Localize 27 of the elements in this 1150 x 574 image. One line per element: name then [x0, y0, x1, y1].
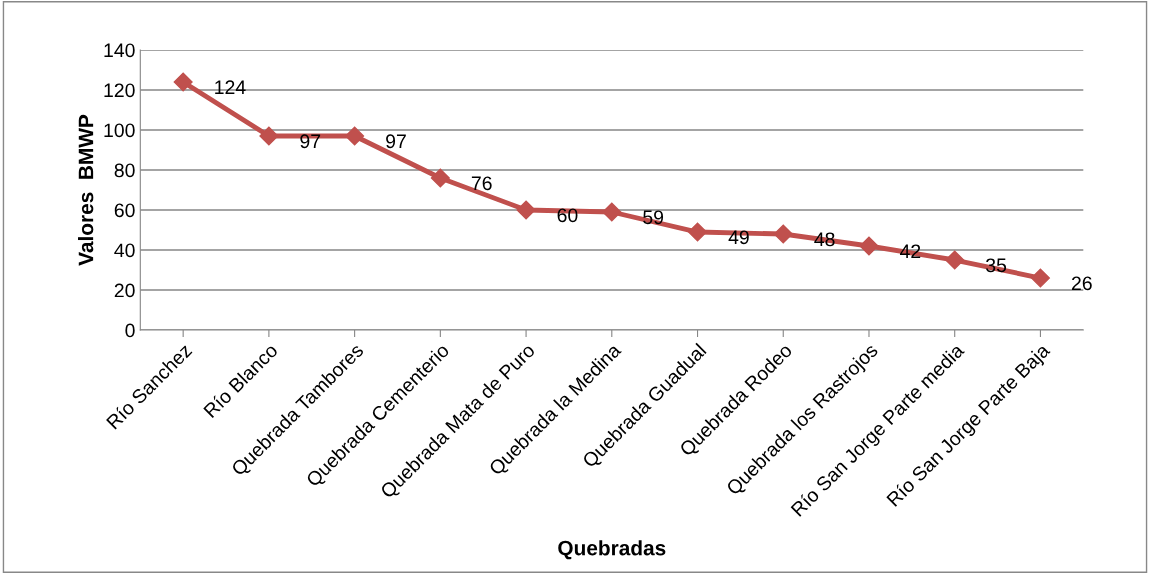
y-tick-label: 40 — [114, 243, 135, 258]
data-label: 97 — [300, 134, 321, 149]
point — [1030, 268, 1050, 288]
y-tick-label: 120 — [104, 83, 135, 98]
y-tick-label: 0 — [125, 323, 135, 338]
y-tick-label: 100 — [104, 123, 135, 138]
point — [859, 236, 879, 256]
point — [773, 224, 793, 244]
point — [516, 200, 536, 220]
data-label: 124 — [215, 80, 246, 94]
point — [430, 168, 450, 188]
point — [173, 72, 193, 92]
y-tick-label: 80 — [114, 163, 135, 178]
point — [602, 202, 622, 222]
point — [687, 222, 708, 242]
y-tick-label: 60 — [114, 203, 135, 218]
data-label: 35 — [986, 258, 1007, 273]
point — [945, 250, 965, 270]
y-tick-label: 140 — [104, 43, 135, 58]
y-tick-label: 20 — [114, 283, 135, 298]
y-axis-title: Valores BMWP — [78, 114, 94, 266]
data-label: 76 — [471, 176, 492, 191]
point — [259, 126, 279, 146]
data-label: 97 — [386, 134, 406, 149]
x-axis-title: Quebradas — [558, 540, 666, 560]
point — [345, 126, 365, 146]
data-label: 26 — [1071, 276, 1092, 291]
